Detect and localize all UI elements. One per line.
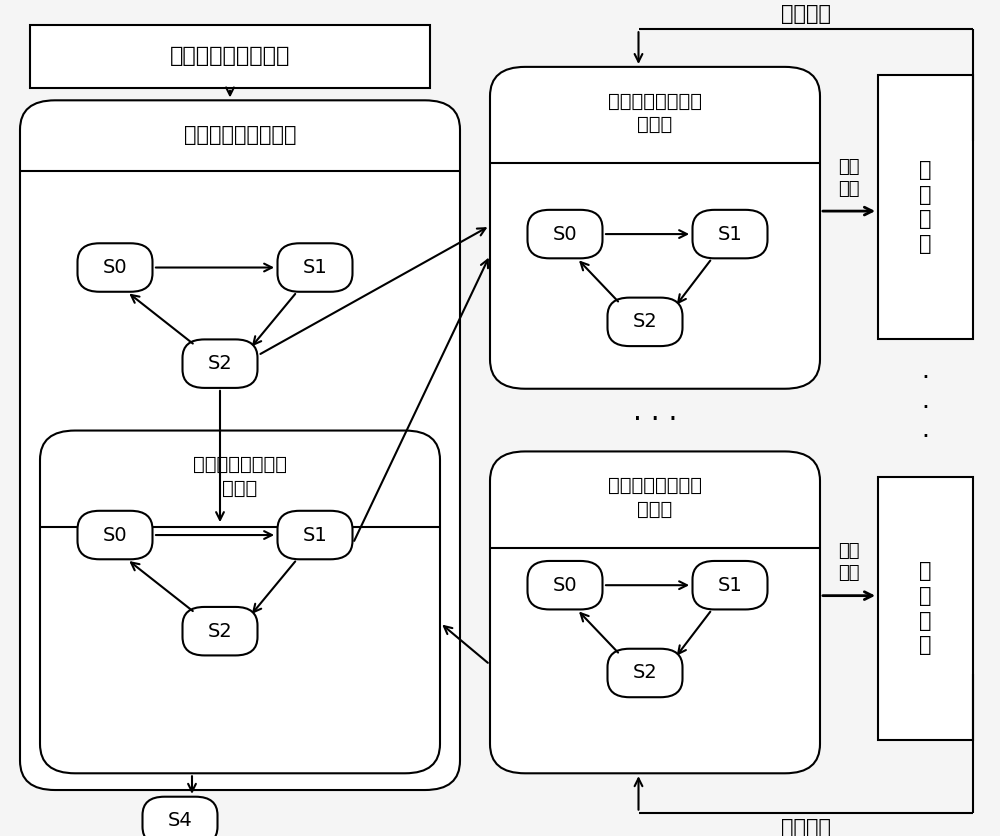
- Text: S1: S1: [303, 258, 327, 277]
- FancyBboxPatch shape: [278, 243, 353, 292]
- Text: S4: S4: [168, 812, 192, 830]
- FancyBboxPatch shape: [490, 67, 820, 389]
- Text: S2: S2: [633, 313, 657, 331]
- Text: 操作过程监控模块
状态机: 操作过程监控模块 状态机: [193, 456, 287, 497]
- Text: S1: S1: [303, 526, 327, 544]
- FancyBboxPatch shape: [278, 511, 353, 559]
- Text: S2: S2: [633, 664, 657, 682]
- FancyBboxPatch shape: [608, 649, 682, 697]
- Text: 换
电
设
备: 换 电 设 备: [919, 160, 932, 254]
- Text: ·
·
·: · · ·: [922, 366, 930, 449]
- FancyBboxPatch shape: [692, 210, 768, 258]
- Text: 换电设备监控模块
状态机: 换电设备监控模块 状态机: [608, 477, 702, 518]
- Text: · · ·: · · ·: [633, 406, 677, 434]
- FancyBboxPatch shape: [40, 431, 440, 773]
- FancyBboxPatch shape: [182, 607, 258, 655]
- FancyBboxPatch shape: [692, 561, 768, 609]
- FancyBboxPatch shape: [182, 339, 258, 388]
- Bar: [30, 25, 430, 88]
- FancyBboxPatch shape: [78, 511, 153, 559]
- Text: 操作指令、输入信号: 操作指令、输入信号: [170, 47, 290, 66]
- Bar: [878, 477, 973, 740]
- Text: 流程监控模块状态机: 流程监控模块状态机: [184, 125, 296, 145]
- FancyBboxPatch shape: [528, 210, 602, 258]
- Text: 状态反馈: 状态反馈: [781, 4, 831, 24]
- FancyBboxPatch shape: [20, 100, 460, 790]
- Text: S2: S2: [208, 622, 232, 640]
- Text: 换电设备监控模块
状态机: 换电设备监控模块 状态机: [608, 92, 702, 134]
- FancyBboxPatch shape: [490, 451, 820, 773]
- Text: S2: S2: [208, 354, 232, 373]
- Bar: [878, 75, 973, 339]
- Text: S0: S0: [103, 526, 127, 544]
- FancyBboxPatch shape: [143, 797, 217, 836]
- Text: 控制
指令: 控制 指令: [838, 542, 860, 583]
- FancyBboxPatch shape: [608, 298, 682, 346]
- Text: 换
电
设
备: 换 电 设 备: [919, 561, 932, 655]
- Text: S0: S0: [553, 576, 577, 594]
- Text: 状态反馈: 状态反馈: [781, 818, 831, 836]
- Text: S0: S0: [553, 225, 577, 243]
- Text: S1: S1: [718, 225, 742, 243]
- Text: S0: S0: [103, 258, 127, 277]
- Text: S1: S1: [718, 576, 742, 594]
- FancyBboxPatch shape: [78, 243, 153, 292]
- FancyBboxPatch shape: [528, 561, 602, 609]
- Text: 控制
指令: 控制 指令: [838, 157, 860, 198]
